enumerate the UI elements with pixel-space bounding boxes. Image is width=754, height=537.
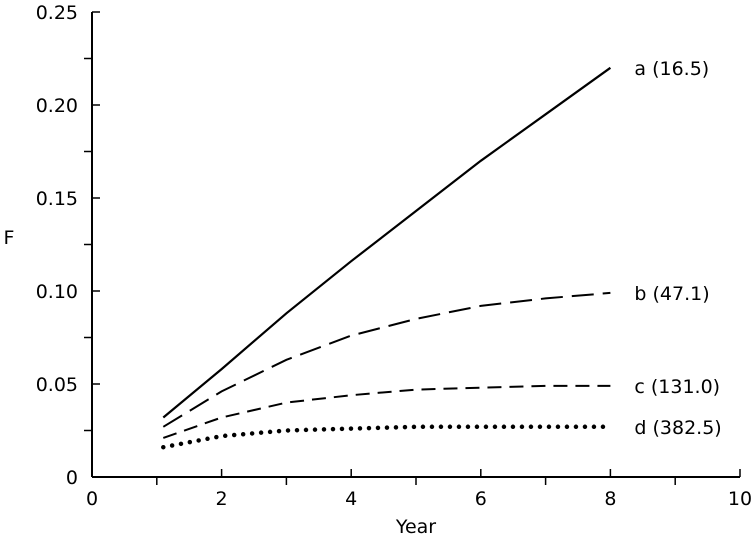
series-a-line	[162, 66, 612, 419]
x-tick-label: 6	[475, 488, 487, 510]
x-axis-title: Year	[395, 516, 436, 537]
series-c-line	[162, 384, 611, 439]
series-a-label: a (16.5)	[634, 58, 709, 80]
x-tick-label: 0	[86, 488, 98, 510]
y-tick-label: 0.05	[36, 374, 78, 396]
ticks	[84, 11, 741, 485]
series-c-label: c (131.0)	[634, 376, 720, 398]
y-tick-label: 0.20	[36, 95, 78, 117]
x-tick-label: 2	[216, 488, 228, 510]
y-tick-label: 0.15	[36, 188, 78, 210]
x-tick-label: 4	[345, 488, 357, 510]
y-tick-label: 0.25	[36, 2, 78, 24]
series-d-line	[161, 424, 613, 450]
y-tick-label: 0	[66, 467, 78, 489]
tick-labels: 0 2 4 6 8 10 0 0.05 0.10 0.15 0.20 0.25	[36, 2, 752, 510]
axes	[91, 12, 740, 478]
series-b-line	[162, 291, 611, 428]
series-labels: a (16.5) b (47.1) c (131.0) d (382.5)	[634, 58, 721, 439]
x-tick-label: 10	[728, 488, 752, 510]
y-tick-label: 0.10	[36, 281, 78, 303]
series-d-label: d (382.5)	[634, 417, 721, 439]
series-b-label: b (47.1)	[634, 283, 709, 305]
y-axis-title: F	[4, 227, 15, 249]
x-tick-label: 8	[604, 488, 616, 510]
series-group	[161, 66, 613, 450]
